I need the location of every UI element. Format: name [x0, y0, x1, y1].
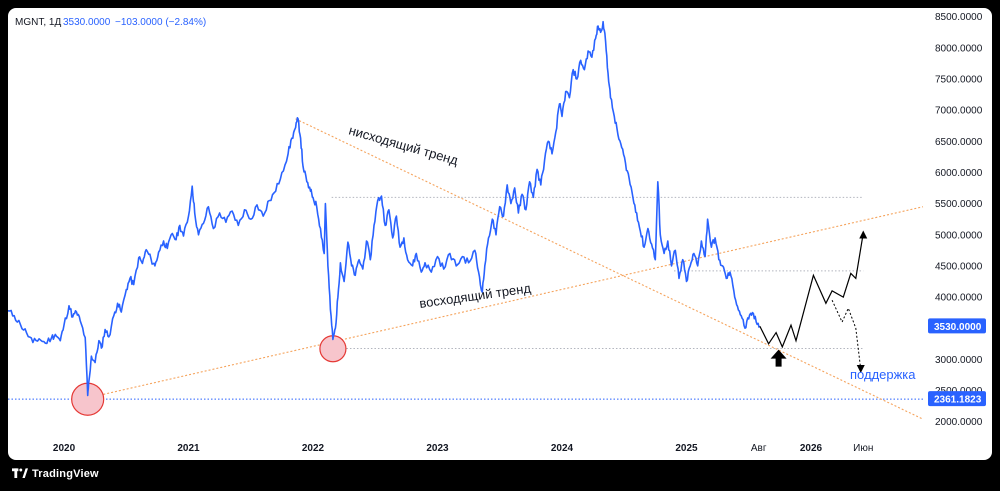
y-tick-label: 4500.0000 [935, 261, 983, 272]
trend-lines[interactable] [87, 118, 924, 420]
x-tick-label: Авг [751, 443, 767, 454]
x-tick-label: 2020 [53, 443, 76, 454]
y-tick-label: 8000.0000 [935, 43, 983, 54]
y-tick-label: 6000.0000 [935, 168, 983, 179]
x-tick-label: Июн [853, 443, 873, 454]
annotation-ascending-trend[interactable]: восходящий тренд [418, 280, 532, 311]
y-tick-label: 3000.0000 [935, 355, 983, 366]
price-line [8, 20, 761, 397]
annotations[interactable]: нисходящий тренд восходящий тренд поддержк… [347, 122, 916, 382]
price-chart[interactable]: MGNT, 1Д 3530.0000 −103.0000 (−2.84%) ни… [8, 8, 992, 460]
x-tick-label: 2024 [551, 443, 574, 454]
projection-up-arrowhead [859, 230, 868, 239]
support-price-label: 2361.1823 [934, 395, 982, 406]
header-price: 3530.0000 [63, 17, 111, 28]
projection-down-arrowhead [856, 364, 865, 373]
brand-name: TradingView [32, 468, 99, 480]
tradingview-brand[interactable]: TradingView [12, 468, 99, 480]
x-tick-label: 2025 [675, 443, 698, 454]
annotation-support[interactable]: поддержка [850, 367, 916, 382]
level-lines [8, 196, 923, 400]
y-tick-label: 8500.0000 [935, 12, 983, 23]
projection-solid-path[interactable] [759, 233, 864, 349]
highlighted-lows[interactable] [71, 335, 347, 416]
x-axis[interactable]: 2020 2021 2022 2023 2024 2025 Авг 2026 Июн [53, 443, 873, 454]
y-tick-label: 6500.0000 [935, 137, 983, 148]
y-tick-label: 5000.0000 [935, 230, 983, 241]
y-axis[interactable]: 2000.00002500.00003000.00003500.00004000… [928, 12, 986, 428]
projection-dashed-path[interactable] [831, 299, 862, 370]
header-change: −103.0000 (−2.84%) [115, 17, 206, 28]
header-symbol[interactable]: MGNT, 1Д [15, 17, 61, 28]
footer-bar: TradingView [0, 460, 1000, 491]
y-tick-label: 7000.0000 [935, 106, 983, 117]
tradingview-logo-icon [12, 468, 28, 478]
x-tick-label: 2026 [800, 443, 823, 454]
chart-panel: MGNT, 1Д 3530.0000 −103.0000 (−2.84%) ни… [8, 8, 992, 460]
ascending-trend-line[interactable] [87, 206, 924, 399]
support-price-badge[interactable] [928, 391, 986, 407]
price-series [8, 20, 761, 397]
last-price-label: 3530.0000 [934, 322, 982, 333]
projection-paths[interactable] [759, 230, 868, 373]
last-price-badge[interactable] [928, 318, 986, 334]
y-tick-label: 5500.0000 [935, 199, 983, 210]
y-tick-label: 7500.0000 [935, 75, 983, 86]
y-tick-label: 2000.0000 [935, 417, 983, 428]
descending-trend-line[interactable] [295, 118, 924, 420]
y-tick-label: 4000.0000 [935, 293, 983, 304]
x-tick-label: 2022 [302, 443, 325, 454]
x-tick-label: 2021 [177, 443, 200, 454]
up-arrow-marker[interactable] [770, 349, 787, 367]
x-tick-label: 2023 [426, 443, 449, 454]
annotation-descending-trend[interactable]: нисходящий тренд [347, 122, 460, 168]
